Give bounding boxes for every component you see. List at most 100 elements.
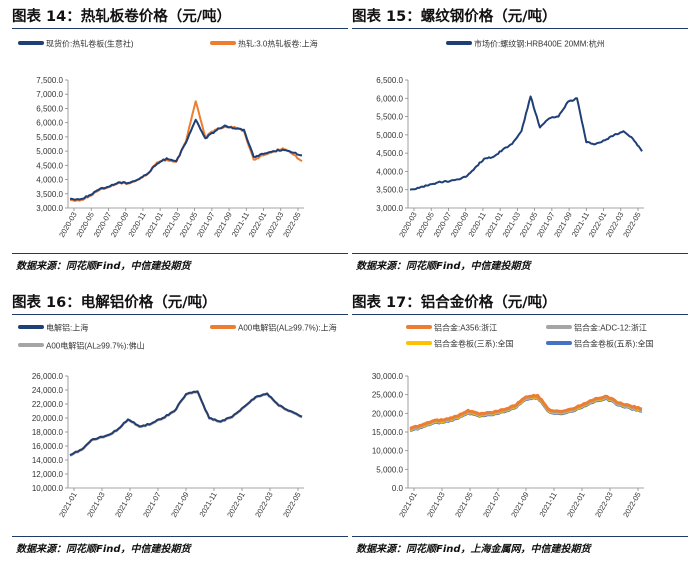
- series-line: [409, 395, 643, 432]
- y-tick-label: 5,000.0: [36, 147, 63, 156]
- legend-label: 铝合金卷板(五系):全国: [574, 339, 654, 349]
- series-line: [409, 95, 643, 191]
- hot-rolled-coil-chart: 现货价:热轧卷板(生意社) 热轧:3.0热轧板卷:上海 3,000.0 3,500.0…: [18, 39, 318, 239]
- title-divider: [12, 28, 348, 29]
- title-divider: [352, 28, 688, 29]
- series-line: [70, 100, 303, 202]
- y-tick-label: 3,500.0: [36, 190, 63, 199]
- legend-label: 现货价:热轧卷板(生意社): [46, 39, 134, 49]
- legend-entry: 现货价:热轧卷板(生意社): [18, 39, 134, 49]
- y-tick-label: 3,500.0: [376, 186, 403, 195]
- legend-entry: A00电解铝(AL≥99.7%):佛山: [18, 341, 145, 351]
- legend-entry: 市场价:螺纹钢:HRB400E 20MM:杭州: [446, 39, 605, 49]
- source-divider: [12, 253, 348, 254]
- y-tick-label: 6,000.0: [36, 119, 63, 128]
- y-tick-label: 5,000.0: [376, 131, 403, 140]
- y-tick-label: 12,000.0: [32, 470, 64, 479]
- series-line: [409, 394, 643, 431]
- legend-label: 市场价:螺纹钢:HRB400E 20MM:杭州: [474, 39, 605, 49]
- y-tick-label: 6,500.0: [36, 104, 63, 113]
- y-tick-label: 4,500.0: [376, 149, 403, 158]
- legend-label: 铝合金:ADC-12:浙江: [574, 323, 647, 333]
- y-tick-label: 5,500.0: [36, 133, 63, 142]
- panel-aluminum-alloy: 图表 17：铝合金价格（元/吨） 铝合金:A356:浙江 铝合金:ADC-12:浙…: [352, 292, 688, 564]
- x-tick-label: 2022-01: [565, 491, 587, 519]
- y-tick-label: 6,500.0: [376, 76, 403, 85]
- y-tick-label: 26,000.0: [32, 372, 64, 381]
- x-tick-label: 2021-05: [113, 491, 135, 519]
- legend-entry: 铝合金卷板(五系):全国: [546, 339, 654, 349]
- y-tick-label: 5,500.0: [376, 113, 403, 122]
- series-line: [69, 391, 303, 457]
- source-divider: [352, 253, 688, 254]
- legend-entry: 铝合金卷板(三系):全国: [406, 339, 514, 349]
- source-divider: [12, 536, 348, 537]
- x-tick-label: 2022-03: [593, 491, 615, 519]
- legend-label: A00电解铝(AL≥99.7%):佛山: [46, 341, 145, 351]
- source-note: 数据来源：同花顺Find，中信建投期货: [16, 261, 191, 272]
- y-tick-label: 20,000.0: [372, 409, 404, 418]
- y-tick-label: 25,000.0: [372, 391, 404, 400]
- y-tick-label: 5,000.0: [376, 465, 403, 474]
- x-tick-label: 2022-03: [253, 491, 275, 519]
- legend-entry: 电解铝:上海: [18, 323, 88, 333]
- y-tick-label: 22,000.0: [32, 400, 64, 409]
- source-note: 数据来源：同花顺Find，中信建投期货: [356, 261, 531, 272]
- x-tick-label: 2021-11: [197, 491, 218, 519]
- x-tick-label: 2021-03: [425, 491, 447, 519]
- y-tick-label: 7,500.0: [36, 76, 63, 85]
- y-tick-label: 3,000.0: [376, 204, 403, 213]
- x-tick-label: 2021-05: [453, 491, 475, 519]
- title-divider: [12, 314, 348, 315]
- series-line: [409, 393, 643, 430]
- y-tick-label: 24,000.0: [32, 386, 64, 395]
- legend-entry: A00电解铝(AL≥99.7%):上海: [210, 323, 337, 333]
- legend-entry: 铝合金:ADC-12:浙江: [546, 323, 647, 333]
- panel-title: 图表 14：热轧板卷价格（元/吨）: [12, 9, 232, 25]
- y-tick-label: 10,000.0: [372, 447, 404, 456]
- y-tick-label: 4,000.0: [376, 167, 403, 176]
- panel-title: 图表 16：电解铝价格（元/吨）: [12, 295, 217, 311]
- y-tick-label: 14,000.0: [32, 456, 64, 465]
- series-line: [409, 396, 643, 432]
- x-tick-label: 2021-09: [169, 491, 191, 519]
- panel-title: 图表 17：铝合金价格（元/吨）: [352, 295, 557, 311]
- panel-electrolytic-aluminum: 图表 16：电解铝价格（元/吨） 电解铝:上海 A00电解铝(AL≥99.7%):…: [12, 292, 348, 564]
- legend-label: 热轧:3.0热轧板卷:上海: [238, 39, 318, 49]
- y-tick-label: 30,000.0: [372, 372, 404, 381]
- panel-rebar: 图表 15：螺纹钢价格（元/吨） 市场价:螺纹钢:HRB400E 20MM:杭州…: [352, 6, 688, 276]
- x-tick-label: 2021-03: [85, 491, 107, 519]
- x-tick-label: 2022-05: [281, 491, 303, 519]
- y-tick-label: 3,000.0: [36, 204, 63, 213]
- x-tick-label: 2022-01: [225, 491, 247, 519]
- title-divider: [352, 314, 688, 315]
- legend-entry: 热轧:3.0热轧板卷:上海: [210, 39, 318, 49]
- y-tick-label: 10,000.0: [32, 484, 64, 493]
- y-tick-label: 7,000.0: [36, 90, 63, 99]
- y-tick-label: 20,000.0: [32, 414, 64, 423]
- y-tick-label: 18,000.0: [32, 428, 64, 437]
- y-tick-label: 0.0: [392, 484, 404, 493]
- y-tick-label: 6,000.0: [376, 94, 403, 103]
- legend-entry: 铝合金:A356:浙江: [406, 323, 497, 333]
- rebar-chart: 市场价:螺纹钢:HRB400E 20MM:杭州 3,000.0 3,500.0 4,0…: [376, 39, 644, 239]
- y-tick-label: 4,500.0: [36, 161, 63, 170]
- legend-label: 电解铝:上海: [46, 323, 88, 333]
- source-note: 数据来源：同花顺Find，上海金属网，中信建投期货: [356, 544, 591, 555]
- y-tick-label: 4,000.0: [36, 176, 63, 185]
- x-tick-label: 2022-05: [621, 491, 643, 519]
- y-tick-label: 16,000.0: [32, 442, 64, 451]
- series-line: [69, 390, 303, 457]
- x-tick-label: 2021-07: [481, 491, 503, 519]
- source-divider: [352, 536, 688, 537]
- x-tick-label: 2021-09: [509, 491, 531, 519]
- source-note: 数据来源：同花顺Find，中信建投期货: [16, 544, 191, 555]
- x-tick-label: 2021-07: [141, 491, 163, 519]
- x-tick-label: 2021-01: [397, 491, 419, 519]
- series-line: [69, 118, 303, 201]
- x-tick-label: 2021-01: [57, 491, 79, 519]
- legend-label: 铝合金:A356:浙江: [434, 323, 497, 333]
- x-tick-label: 2021-11: [537, 491, 558, 519]
- legend-label: 铝合金卷板(三系):全国: [434, 339, 514, 349]
